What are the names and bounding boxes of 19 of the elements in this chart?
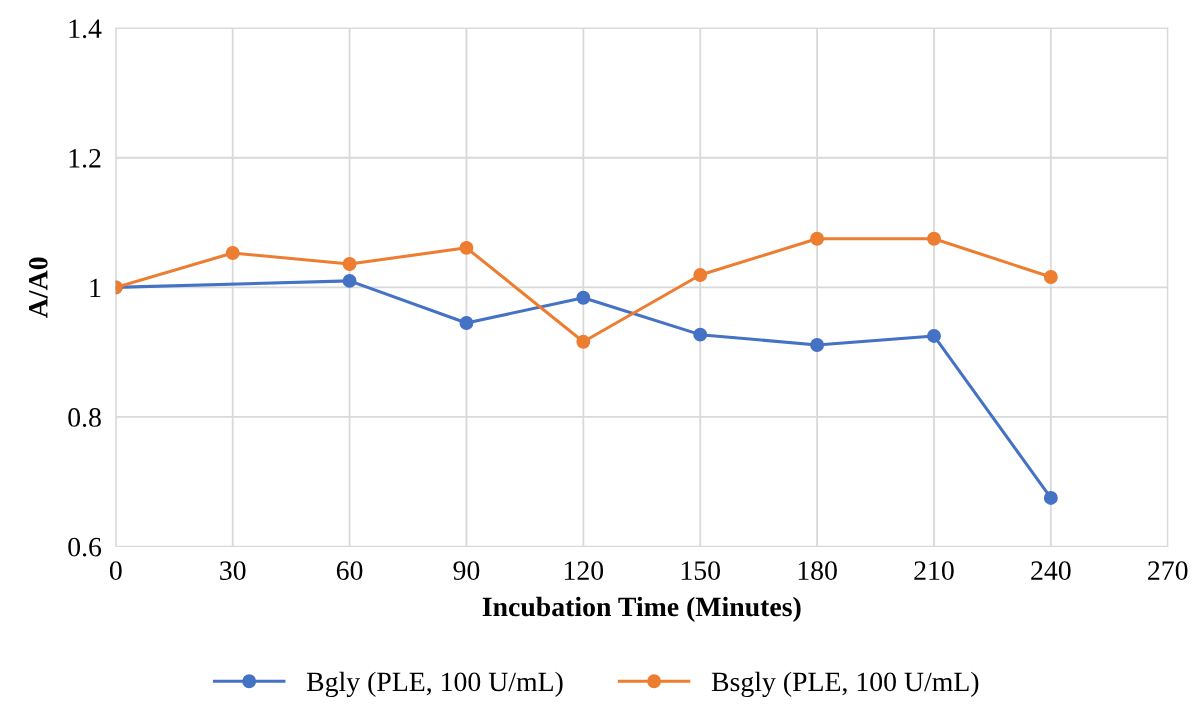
y-tick-label: 0.8 [68,408,101,427]
y-tick-label: 1 [90,278,101,297]
legend-label: Bgly (PLE, 100 U/mL) [306,671,563,697]
x-tick-label: 90 [453,561,480,580]
y-tick-label: 1.2 [69,149,101,168]
x-tick-label: 150 [681,561,720,580]
x-tick-label: 270 [1148,561,1188,580]
x-tick-label: 30 [220,561,246,580]
x-tick-label: 120 [564,561,604,580]
y-tick-label: 1.4 [69,19,102,39]
y-tick-label: 0.6 [68,537,102,557]
x-axis-title: Incubation Time (Minutes) [482,596,801,622]
x-tick-label: 240 [1031,561,1071,580]
legend-label: Bsgly (PLE, 100 U/mL) [711,671,979,697]
x-tick-label: 180 [798,561,837,580]
y-axis-title: A/A0 [28,257,48,318]
x-tick-label: 0 [109,561,122,580]
x-tick-label: 210 [914,561,954,580]
x-tick-label: 60 [336,561,363,580]
